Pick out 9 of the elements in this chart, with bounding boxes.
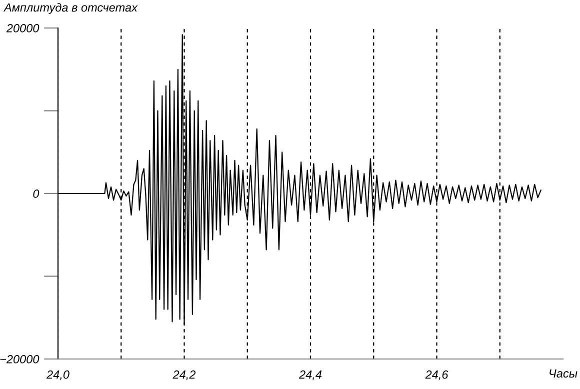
x-axis-title: Часы (550, 369, 578, 378)
x-tick-label: 24,4 (298, 370, 322, 380)
x-tick-label: 24,0 (46, 370, 70, 380)
x-tick-label: 24,6 (425, 370, 448, 380)
y-tick-label: 20000 (6, 24, 40, 32)
y-tick-label: 0 (33, 190, 40, 198)
y-axis-title: Амплитуда в отсчетах (3, 3, 138, 14)
x-tick-label: 24,2 (172, 370, 196, 380)
y-tick-label: −20000 (0, 355, 40, 364)
